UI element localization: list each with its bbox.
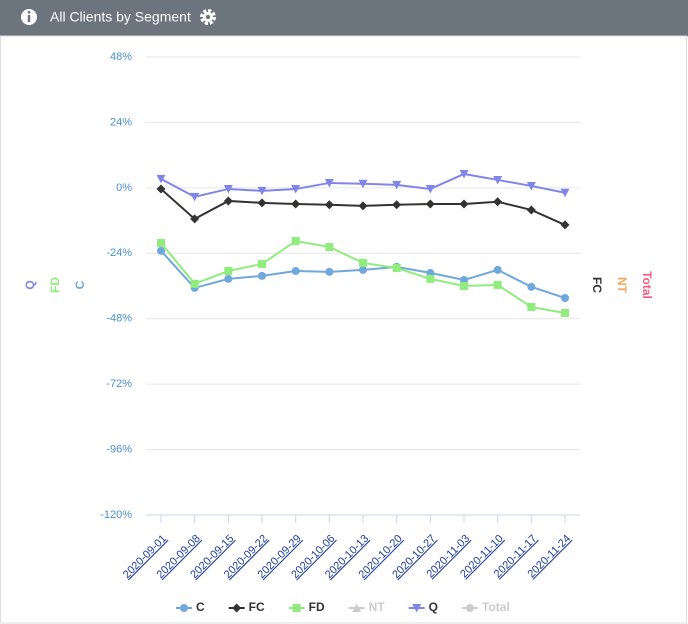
- legend-label: Q: [429, 600, 438, 614]
- marker: [459, 169, 469, 179]
- marker: [425, 184, 435, 194]
- marker: [291, 184, 301, 194]
- legend-item[interactable]: NT: [348, 600, 386, 614]
- legend-label: FD: [309, 600, 325, 614]
- axis-title: FC: [590, 277, 604, 293]
- marker: [358, 179, 368, 189]
- marker: [257, 186, 267, 196]
- y-tick-label: 24%: [110, 116, 132, 128]
- marker: [180, 604, 188, 612]
- legend-label: FC: [249, 600, 265, 614]
- marker: [157, 246, 165, 255]
- marker: [392, 264, 401, 273]
- info-icon[interactable]: [21, 9, 37, 25]
- legend-item[interactable]: FD: [288, 600, 325, 614]
- legend-item[interactable]: FC: [228, 600, 265, 614]
- marker: [560, 220, 570, 230]
- axis-title: Total: [640, 271, 654, 299]
- marker: [325, 243, 334, 252]
- marker: [258, 259, 266, 268]
- marker: [561, 293, 569, 302]
- legend-label: NT: [369, 600, 386, 614]
- marker: [560, 188, 570, 198]
- marker: [324, 178, 334, 188]
- marker: [526, 181, 536, 191]
- marker: [493, 265, 502, 274]
- marker: [460, 282, 468, 290]
- legend-item[interactable]: Q: [408, 600, 438, 614]
- marker: [291, 199, 301, 209]
- marker: [426, 274, 435, 283]
- marker: [412, 604, 422, 613]
- marker: [324, 200, 334, 210]
- marker: [223, 196, 233, 206]
- y-tick-label: -24%: [106, 247, 132, 259]
- legend-label: C: [196, 600, 205, 614]
- marker: [352, 603, 362, 612]
- series-line: [160, 239, 566, 314]
- marker: [561, 308, 569, 317]
- marker: [223, 184, 233, 194]
- y-tick-label: -48%: [106, 313, 132, 325]
- marker: [292, 604, 301, 612]
- marker: [291, 237, 300, 246]
- y-tick-label: -120%: [100, 509, 132, 521]
- panel-border: [0, 35, 687, 624]
- legend-item[interactable]: Total: [462, 600, 510, 614]
- marker: [425, 199, 435, 209]
- marker: [190, 192, 200, 202]
- marker: [257, 198, 267, 208]
- marker: [224, 267, 233, 276]
- settings-icon[interactable]: [200, 9, 216, 25]
- marker: [359, 258, 367, 267]
- marker: [157, 238, 165, 247]
- marker: [291, 267, 300, 276]
- header-bar: [0, 0, 688, 36]
- y-tick-label: 48%: [110, 51, 132, 63]
- y-tick-label: 0%: [116, 182, 132, 194]
- marker: [258, 271, 266, 280]
- marker: [466, 604, 475, 612]
- marker: [190, 214, 200, 224]
- marker: [359, 265, 367, 274]
- header-title: All Clients by Segment: [50, 9, 191, 25]
- marker: [156, 184, 166, 194]
- marker: [493, 175, 503, 185]
- marker: [392, 180, 402, 190]
- marker: [459, 199, 469, 209]
- y-tick-label: -72%: [106, 378, 132, 390]
- marker: [527, 282, 536, 291]
- legend-label: Total: [482, 600, 510, 614]
- axis-title: C: [73, 280, 87, 289]
- axis-title: NT: [615, 277, 629, 294]
- y-tick-label: -96%: [106, 443, 132, 455]
- marker: [232, 603, 242, 613]
- marker: [526, 205, 536, 215]
- marker: [493, 280, 502, 289]
- marker: [224, 274, 233, 283]
- marker: [358, 201, 368, 211]
- axis-title: FD: [48, 277, 62, 293]
- marker: [493, 197, 503, 207]
- legend-item[interactable]: C: [176, 600, 205, 614]
- marker: [325, 267, 334, 276]
- marker: [527, 302, 536, 311]
- marker: [190, 279, 199, 288]
- marker: [392, 200, 402, 210]
- marker: [156, 174, 166, 184]
- axis-title: Q: [23, 280, 37, 289]
